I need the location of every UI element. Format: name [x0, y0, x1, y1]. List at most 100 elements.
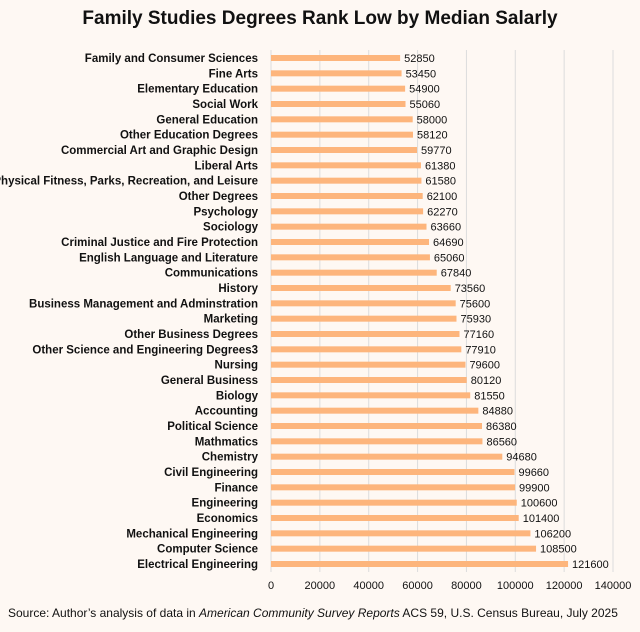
data-label: 65060	[434, 252, 465, 264]
category-label: Commercial Art and Graphic Design	[61, 145, 258, 157]
bar	[271, 392, 471, 399]
bar	[271, 55, 401, 61]
bar	[271, 499, 517, 506]
bar	[271, 315, 457, 322]
category-label: Electrical Engineering	[137, 559, 258, 571]
data-label: 53450	[406, 68, 437, 80]
bar	[271, 530, 531, 537]
category-label: Psychology	[193, 206, 258, 218]
category-label: Other Education Degrees	[120, 130, 258, 142]
source-italic: American Community Survey Reports	[199, 606, 400, 620]
category-label: Other Science and Engineering Degrees3	[32, 344, 258, 356]
category-label: Sociology	[203, 222, 259, 234]
source-prefix: Source: Author’s analysis of data in	[8, 606, 200, 620]
category-label: History	[218, 283, 258, 295]
category-label: General Education	[156, 114, 258, 126]
chart-title: Family Studies Degrees Rank Low by Media…	[82, 8, 558, 29]
data-label: 62270	[427, 206, 458, 218]
bar	[271, 484, 516, 491]
category-label: Finance	[215, 482, 258, 494]
bar	[271, 131, 413, 138]
category-label: Marketing	[204, 314, 258, 326]
bar	[271, 285, 451, 291]
data-label: 80120	[471, 375, 502, 387]
data-label: 106200	[534, 528, 571, 540]
category-label: Other Business Degrees	[124, 329, 258, 341]
data-label: 58000	[417, 114, 448, 126]
category-label: Nursing	[215, 360, 258, 372]
bar	[271, 101, 406, 107]
x-tick-label: 20000	[305, 580, 336, 592]
data-label: 59770	[421, 145, 452, 157]
bar	[271, 545, 537, 552]
category-label: Chemistry	[202, 452, 259, 464]
data-label: 94680	[506, 452, 537, 464]
category-label: Business Management and Adminstration	[29, 298, 258, 310]
data-label: 61580	[425, 176, 456, 188]
category-label: Computer Science	[157, 544, 258, 556]
x-tick-label: 140000	[595, 580, 632, 592]
bar	[271, 407, 479, 414]
data-label: 63660	[431, 222, 462, 234]
data-label: 77160	[463, 329, 494, 341]
x-tick-label: 100000	[497, 580, 534, 592]
bar	[271, 300, 456, 307]
data-label: 55060	[410, 99, 441, 111]
category-label: Mechanical Engineering	[126, 528, 258, 540]
bar	[271, 361, 466, 368]
category-label: Physical Fitness, Parks, Recreation, and…	[0, 176, 258, 188]
category-label: Political Science	[167, 421, 258, 433]
data-label: 62100	[427, 191, 458, 203]
x-tick-label: 60000	[402, 580, 433, 592]
bar	[271, 177, 422, 184]
bar	[271, 453, 503, 460]
data-label: 99660	[518, 467, 549, 479]
category-label: Biology	[216, 390, 259, 402]
bar	[271, 423, 483, 429]
bar	[271, 515, 519, 521]
data-label: 108500	[540, 544, 577, 556]
data-label: 64690	[433, 237, 464, 249]
category-label: English Language and Literature	[79, 252, 258, 264]
data-label: 52850	[404, 53, 435, 65]
category-label: Economics	[197, 513, 258, 525]
category-label: Elementary Education	[137, 84, 258, 96]
category-label: Social Work	[192, 99, 258, 111]
bar	[271, 469, 515, 475]
data-label: 75930	[460, 314, 491, 326]
category-label: Civil Engineering	[164, 467, 258, 479]
category-label: Communications	[165, 268, 258, 280]
bar	[271, 377, 467, 383]
data-label: 54900	[409, 84, 440, 96]
data-label: 84880	[482, 406, 513, 418]
data-label: 58120	[417, 130, 448, 142]
bar	[271, 193, 423, 199]
category-label: Fine Arts	[209, 68, 258, 80]
bar	[271, 331, 460, 337]
bar	[271, 147, 418, 153]
source-suffix: ACS 59, U.S. Census Bureau, July 2025	[399, 606, 618, 620]
data-label: 99900	[519, 482, 550, 494]
bar	[271, 85, 406, 92]
data-label: 101400	[523, 513, 560, 525]
bar	[271, 254, 430, 261]
category-label: Engineering	[192, 498, 258, 510]
source-note: Source: Author’s analysis of data in Ame…	[8, 606, 618, 620]
category-label: Other Degrees	[179, 191, 258, 203]
category-label: Criminal Justice and Fire Protection	[61, 237, 258, 249]
data-label: 61380	[425, 160, 456, 172]
bar	[271, 438, 483, 445]
bar	[271, 269, 437, 276]
category-label: Mathmatics	[195, 436, 258, 448]
data-label: 73560	[455, 283, 486, 295]
data-label: 79600	[469, 360, 500, 372]
data-label: 121600	[572, 559, 609, 571]
x-tick-label: 40000	[353, 580, 384, 592]
data-label: 100600	[521, 498, 558, 510]
data-label: 81550	[474, 390, 505, 402]
bar	[271, 116, 413, 123]
data-label: 86560	[486, 436, 517, 448]
category-label: Liberal Arts	[195, 160, 258, 172]
x-tick-label: 0	[268, 580, 274, 592]
